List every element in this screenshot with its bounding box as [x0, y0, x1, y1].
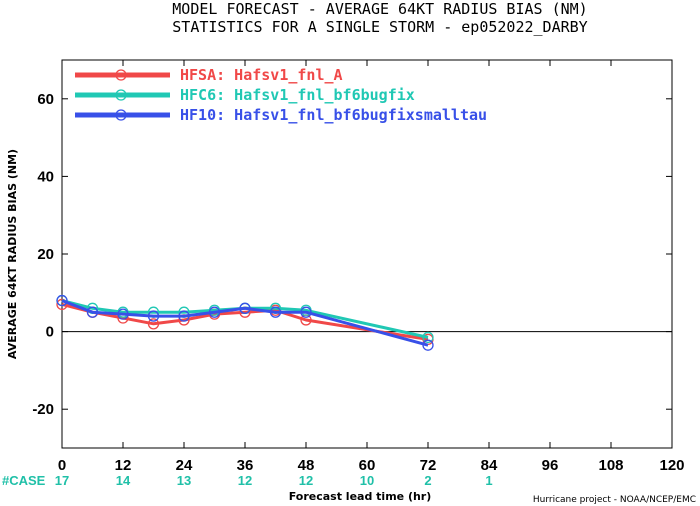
legend: HFSA: Hafsv1_fnl_A HFC6: Hafsv1_fnl_bf6bu… [75, 66, 487, 124]
data-point [300, 306, 312, 318]
x-tick-label: 108 [598, 457, 623, 474]
data-point [86, 306, 99, 318]
data-point [178, 310, 190, 322]
case-count-label: #CASE [2, 473, 46, 488]
y-tick-label: -20 [32, 401, 54, 418]
series-3 [56, 294, 434, 351]
x-tick-label: 120 [659, 457, 684, 474]
series-line [61, 299, 429, 347]
legend-label: HFC6: Hafsv1_fnl_bf6bugfix [180, 86, 415, 104]
x-tick-label: 48 [298, 457, 315, 474]
legend-marker [115, 109, 127, 121]
x-tick-label: 84 [481, 457, 498, 474]
y-tick-label: 0 [46, 324, 54, 341]
data-point [147, 310, 160, 322]
x-tick-label: 12 [115, 457, 132, 474]
series-line [61, 299, 429, 339]
y-axis-ticks: -20 0 20 40 60 [32, 91, 672, 418]
x-tick-label: 72 [420, 457, 437, 474]
legend-marker [115, 69, 127, 81]
x-tick-label: 24 [176, 457, 193, 474]
data-point [56, 298, 68, 311]
data-point [117, 308, 129, 320]
legend-label: HFSA: Hafsv1_fnl_A [180, 66, 343, 84]
chart-title-line1: MODEL FORECAST - AVERAGE 64KT RADIUS BIA… [172, 0, 587, 18]
data-point [422, 331, 434, 344]
data-point [208, 306, 221, 318]
data-point [422, 339, 434, 351]
case-count-value: 14 [116, 473, 131, 488]
y-tick-label: 20 [37, 246, 54, 263]
case-count-value: 2 [424, 473, 431, 488]
series-layer [56, 294, 434, 351]
series-1 [56, 298, 434, 346]
case-count-value: 1 [485, 473, 492, 488]
case-count-value: 17 [55, 473, 69, 488]
data-point [56, 294, 68, 307]
case-count-value: 10 [360, 473, 374, 488]
x-tick-label: 96 [542, 457, 559, 474]
case-count-value: 13 [177, 473, 191, 488]
x-tick-label: 60 [359, 457, 376, 474]
case-count-value: 12 [299, 473, 313, 488]
y-tick-label: 60 [37, 91, 54, 108]
data-point [147, 318, 160, 330]
case-count-value: 12 [238, 473, 252, 488]
chart-title-line2: STATISTICS FOR A SINGLE STORM - ep052022… [172, 18, 587, 36]
x-tick-label: 36 [237, 457, 254, 474]
x-axis-title: Forecast lead time (hr) [289, 490, 432, 503]
x-axis-ticks: 0 12 24 36 48 60 72 84 96 108 120 [58, 60, 685, 474]
legend-label: HF10: Hafsv1_fnl_bf6bugfixsmalltau [180, 106, 487, 124]
data-point [269, 306, 282, 318]
series-2 [56, 294, 434, 344]
series-line [61, 302, 429, 341]
x-tick-label: 0 [58, 457, 66, 474]
legend-marker [115, 89, 127, 101]
case-counts: 17 14 13 12 12 10 2 1 [55, 473, 493, 488]
data-point [239, 302, 251, 314]
y-axis-title: AVERAGE 64KT RADIUS BIAS (NM) [6, 149, 19, 359]
y-tick-label: 40 [37, 168, 54, 185]
credit-text: Hurricane project - NOAA/NCEP/EMC [533, 495, 696, 505]
